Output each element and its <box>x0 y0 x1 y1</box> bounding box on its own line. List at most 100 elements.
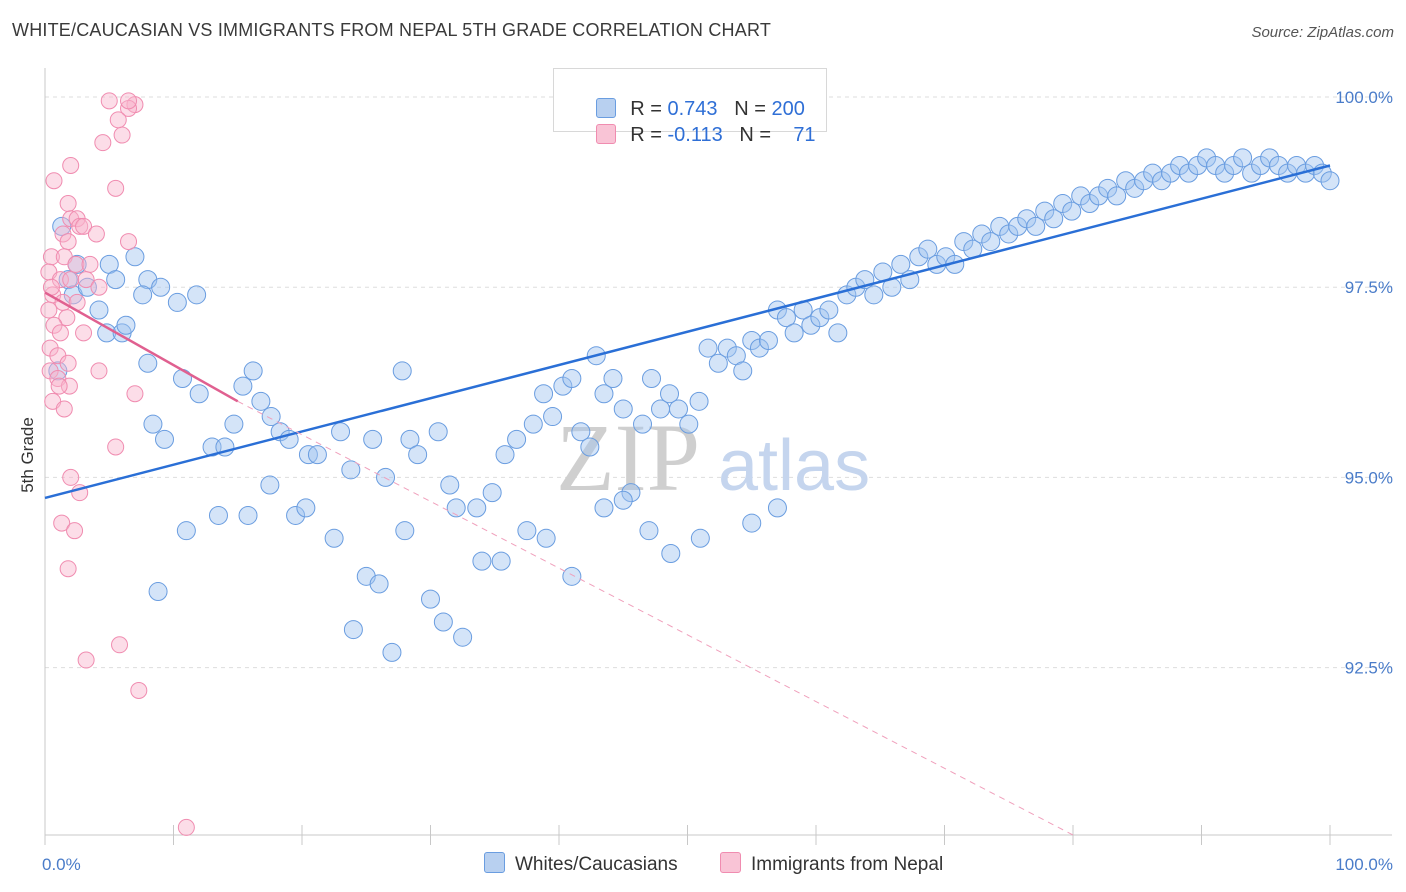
bottom-legend-label-whites: Whites/Caucasians <box>515 854 678 875</box>
point-whites <box>613 490 633 510</box>
point-whites <box>408 445 428 465</box>
y-tick-label: 97.5% <box>1345 278 1393 297</box>
point-nepal <box>67 255 85 273</box>
point-nepal <box>59 233 77 251</box>
point-whites <box>261 407 281 427</box>
y-tick-label: 92.5% <box>1345 659 1393 678</box>
bottom-legend-label-nepal: Immigrants from Nepal <box>751 854 944 875</box>
point-whites <box>918 239 938 259</box>
point-whites <box>776 308 796 328</box>
point-whites <box>594 498 614 518</box>
point-whites <box>517 521 537 541</box>
point-whites <box>89 300 109 320</box>
point-whites <box>758 330 778 350</box>
point-whites <box>562 369 582 389</box>
point-whites <box>133 285 153 305</box>
point-nepal <box>126 385 144 403</box>
bottom-legend-swatch-blue <box>484 852 505 873</box>
source-label: Source: ZipAtlas.com <box>1251 24 1394 41</box>
point-nepal <box>58 309 76 327</box>
point-nepal <box>109 111 127 129</box>
point-whites <box>167 292 187 312</box>
tick-labels: 92.5% 95.0% 97.5% 100.0% 0.0% 100.0% <box>42 88 1393 874</box>
y-axis-label: 5th Grade <box>18 417 37 493</box>
point-whites <box>260 475 280 495</box>
point-whites <box>594 384 614 404</box>
point-whites <box>428 422 448 442</box>
point-nepal <box>59 195 77 213</box>
point-whites <box>324 528 344 548</box>
point-whites <box>661 544 681 564</box>
point-whites <box>453 627 473 647</box>
point-nepal <box>77 651 95 669</box>
point-whites <box>172 369 192 389</box>
point-whites <box>1233 148 1253 168</box>
point-whites <box>689 391 709 411</box>
point-whites <box>733 361 753 381</box>
watermark-atlas: atlas <box>718 426 870 506</box>
point-whites <box>1044 209 1064 229</box>
point-nepal <box>77 271 95 289</box>
bottom-legend-whites: Whites/Caucasians <box>484 852 678 876</box>
point-whites <box>819 300 839 320</box>
point-nepal <box>90 278 108 296</box>
legend-row-whites: R = 0.743 N = 200 <box>574 75 805 120</box>
axes <box>44 68 1392 845</box>
point-nepal <box>50 377 68 395</box>
legend-n-value-nepal: 71 <box>793 124 816 146</box>
point-whites <box>363 429 383 449</box>
point-nepal <box>66 522 84 540</box>
point-whites <box>679 414 699 434</box>
point-nepal <box>120 233 138 251</box>
point-nepal <box>130 681 148 699</box>
point-whites <box>251 391 271 411</box>
point-whites <box>331 422 351 442</box>
point-nepal <box>75 217 93 235</box>
point-whites <box>125 247 145 267</box>
point-whites <box>482 483 502 503</box>
point-whites <box>639 521 659 541</box>
legend-r-label: R = <box>630 98 662 120</box>
point-whites <box>621 483 641 503</box>
legend-row-nepal: R = -0.113 N = 71 <box>574 101 816 146</box>
point-whites <box>571 422 591 442</box>
legend-r-value-whites: 0.743 <box>667 98 718 120</box>
point-nepal <box>81 255 99 273</box>
legend-r-value-nepal: -0.113 <box>667 124 723 146</box>
point-nepal <box>53 514 71 532</box>
trend-lines <box>44 164 1331 836</box>
point-nepal <box>62 468 80 486</box>
point-whites <box>742 513 762 533</box>
point-nepal <box>59 560 77 578</box>
point-whites <box>151 277 171 297</box>
point-whites <box>106 270 126 290</box>
point-whites <box>491 551 511 571</box>
point-nepal <box>55 400 73 418</box>
point-whites <box>395 521 415 541</box>
point-whites <box>1062 201 1082 221</box>
point-whites <box>138 353 158 373</box>
point-whites <box>536 528 556 548</box>
point-whites <box>660 384 680 404</box>
point-nepal <box>177 818 195 836</box>
point-whites <box>642 369 662 389</box>
point-whites <box>400 429 420 449</box>
point-whites <box>392 361 412 381</box>
point-whites <box>433 612 453 632</box>
point-nepal <box>113 126 131 144</box>
point-nepal <box>100 92 118 110</box>
point-whites <box>189 384 209 404</box>
point-nepal <box>111 636 129 654</box>
point-whites <box>864 285 884 305</box>
point-whites <box>341 460 361 480</box>
point-nepal <box>51 324 69 342</box>
point-whites <box>243 361 263 381</box>
legend-n-label: N = <box>734 98 766 120</box>
point-whites <box>233 376 253 396</box>
point-whites <box>446 498 466 518</box>
point-whites <box>116 315 136 335</box>
point-nepal <box>62 271 80 289</box>
point-whites <box>440 475 460 495</box>
trend-line-nepal-extrapolated <box>237 400 1074 836</box>
